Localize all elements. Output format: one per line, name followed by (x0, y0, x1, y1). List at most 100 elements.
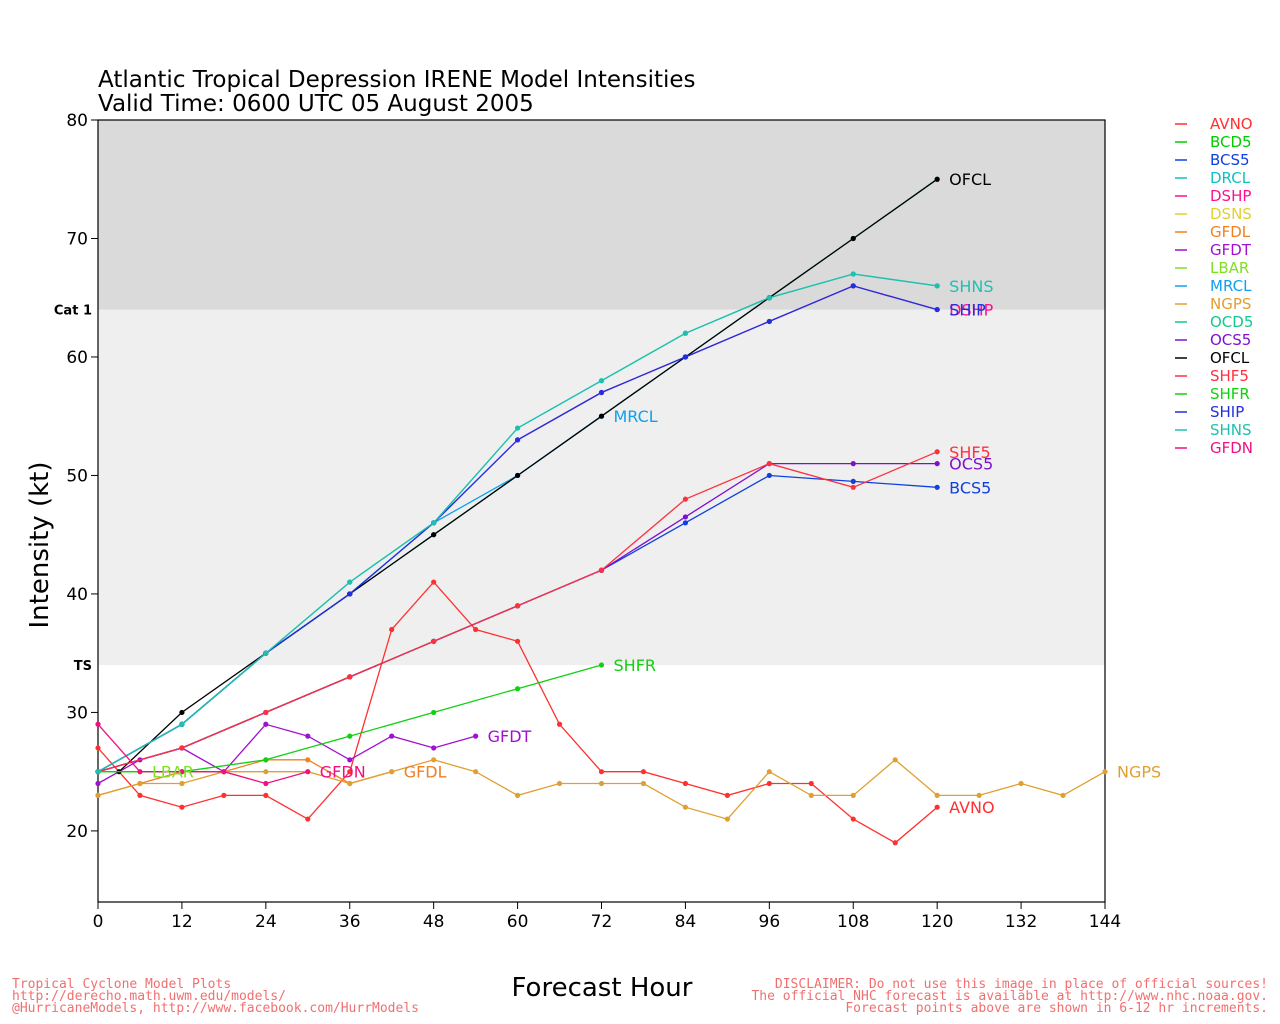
series-shns (95, 271, 940, 775)
legend-label-mrcl: MRCL (1210, 277, 1252, 295)
data-point-ngps (682, 804, 689, 810)
data-point-shf5 (179, 745, 185, 751)
data-point-ship (934, 306, 940, 313)
chart-subtitle: Valid Time: 0600 UTC 05 August 2005 (98, 91, 534, 117)
data-point-shfr (598, 662, 605, 668)
data-point-ngps (934, 792, 940, 798)
data-point-gfdn (95, 721, 101, 727)
series-label-ship: SHIP (949, 301, 986, 320)
y-axis-title: Intensity (kt) (25, 462, 55, 629)
data-point-ngps (766, 769, 772, 775)
band-labels: TS Cat 1 (54, 304, 92, 674)
footer-right-line-2: The official NHC forecast is available a… (751, 989, 1268, 1004)
data-point-gfdt (473, 733, 479, 739)
data-point-gfdt (95, 780, 101, 787)
legend-item-ocs5: OCS5 (1175, 331, 1251, 349)
legend-label-gfdt: GFDT (1210, 241, 1252, 259)
data-point-ofcl (934, 176, 940, 182)
data-point-bcs5 (766, 472, 772, 479)
data-point-ofcl (850, 235, 856, 242)
footer-right-line-1: DISCLAIMER: Do not use this image in pla… (775, 977, 1268, 992)
data-point-shns (766, 295, 772, 301)
data-point-ngps (808, 792, 814, 798)
series-avno (95, 579, 940, 846)
data-point-gfdn (221, 769, 227, 775)
y-tick-label: 60 (66, 348, 88, 368)
x-tick-label: 48 (423, 912, 445, 932)
data-point-avno (724, 792, 730, 798)
data-point-ngps (1018, 780, 1024, 787)
legend-label-bcs5: BCS5 (1210, 151, 1250, 169)
x-tick-label: 84 (675, 912, 697, 932)
legend-label-drcl: DRCL (1210, 169, 1251, 187)
data-point-avno (347, 769, 353, 775)
data-point-avno (850, 816, 856, 822)
data-point-avno (514, 638, 521, 644)
legend-item-ship: SHIP (1175, 403, 1244, 421)
data-point-gfdl (305, 757, 311, 763)
footer-left-line-3: @HurricaneModels, http://www.facebook.co… (12, 1001, 419, 1016)
x-tick-label: 72 (591, 912, 613, 932)
data-point-avno (263, 792, 269, 798)
footer-right-line-3: Forecast points above are shown in 6-12 … (845, 1001, 1268, 1016)
legend-label-dshp: DSHP (1210, 187, 1251, 205)
series-label-ngps: NGPS (1117, 763, 1161, 782)
series-label-ofcl: OFCL (949, 170, 991, 189)
y-tick-label: 80 (66, 111, 88, 131)
legend-item-shf5: SHF5 (1175, 367, 1249, 385)
series-label-gfdl: GFDL (404, 763, 447, 782)
data-point-shfr (263, 757, 269, 763)
data-point-ngps (179, 780, 185, 787)
data-point-ngps (640, 780, 647, 787)
data-point-shns (934, 283, 940, 289)
data-point-ofcl (431, 532, 437, 538)
legend-item-dsns: DSNS (1175, 205, 1252, 223)
data-point-shfr (431, 709, 437, 716)
footer-left: Tropical Cyclone Model Plots http://dere… (12, 977, 419, 1016)
data-point-shf5 (934, 449, 940, 455)
data-point-shf5 (598, 567, 605, 573)
data-point-shf5 (263, 709, 269, 716)
data-point-bcs5 (682, 520, 689, 526)
data-point-avno (892, 840, 898, 846)
data-point-shns (514, 425, 521, 431)
data-point-avno (766, 780, 772, 787)
intensity-band-2 (98, 120, 1105, 310)
x-tick-label: 96 (759, 912, 781, 932)
legend-item-gfdl: GFDL (1175, 223, 1251, 241)
x-tick-label: 60 (507, 912, 529, 932)
data-point-shns (95, 769, 101, 775)
data-point-shns (179, 721, 185, 727)
legend-item-bcs5: BCS5 (1175, 151, 1250, 169)
series-label-gfdn: GFDN (320, 763, 366, 782)
data-point-ngps (892, 757, 898, 763)
legend-label-lbar: LBAR (1210, 259, 1249, 277)
data-point-gfdt (389, 733, 395, 739)
series-label-shns: SHNS (949, 277, 993, 296)
data-point-gfdn (137, 769, 143, 775)
data-point-avno (640, 769, 647, 775)
data-point-avno (556, 721, 563, 727)
data-point-shf5 (514, 603, 521, 609)
series-label-shf5: SHF5 (949, 443, 991, 462)
data-point-avno (179, 804, 185, 810)
series-end-labels: AVNO BCS5 DSHP GFDL GFDT LBAR MRCL NGPS OCS5 OFCL… (152, 170, 1161, 817)
band-label-1: TS (74, 659, 92, 674)
footer-right: DISCLAIMER: Do not use this image in pla… (751, 977, 1268, 1016)
data-point-gfdt (263, 721, 269, 727)
footer-left-line-1: Tropical Cyclone Model Plots (12, 977, 231, 992)
series-label-avno: AVNO (949, 798, 994, 817)
legend-item-shns: SHNS (1175, 421, 1252, 439)
legend-label-gfdl: GFDL (1210, 223, 1251, 241)
legend-item-drcl: DRCL (1175, 169, 1251, 187)
data-point-ngps (976, 792, 982, 798)
legend: AVNOBCD5BCS5DRCLDSHPDSNSGFDLGFDTLBARMRCL… (1175, 115, 1253, 457)
data-point-avno (934, 804, 940, 810)
data-point-shf5 (431, 638, 437, 644)
data-point-ngps (95, 792, 101, 798)
data-point-avno (473, 626, 479, 633)
data-point-shns (682, 330, 689, 336)
data-point-ngps (473, 769, 479, 775)
series-line-gfdn (97, 723, 308, 785)
footer-left-line-2: http://derecho.math.uwm.edu/models/ (12, 989, 286, 1004)
